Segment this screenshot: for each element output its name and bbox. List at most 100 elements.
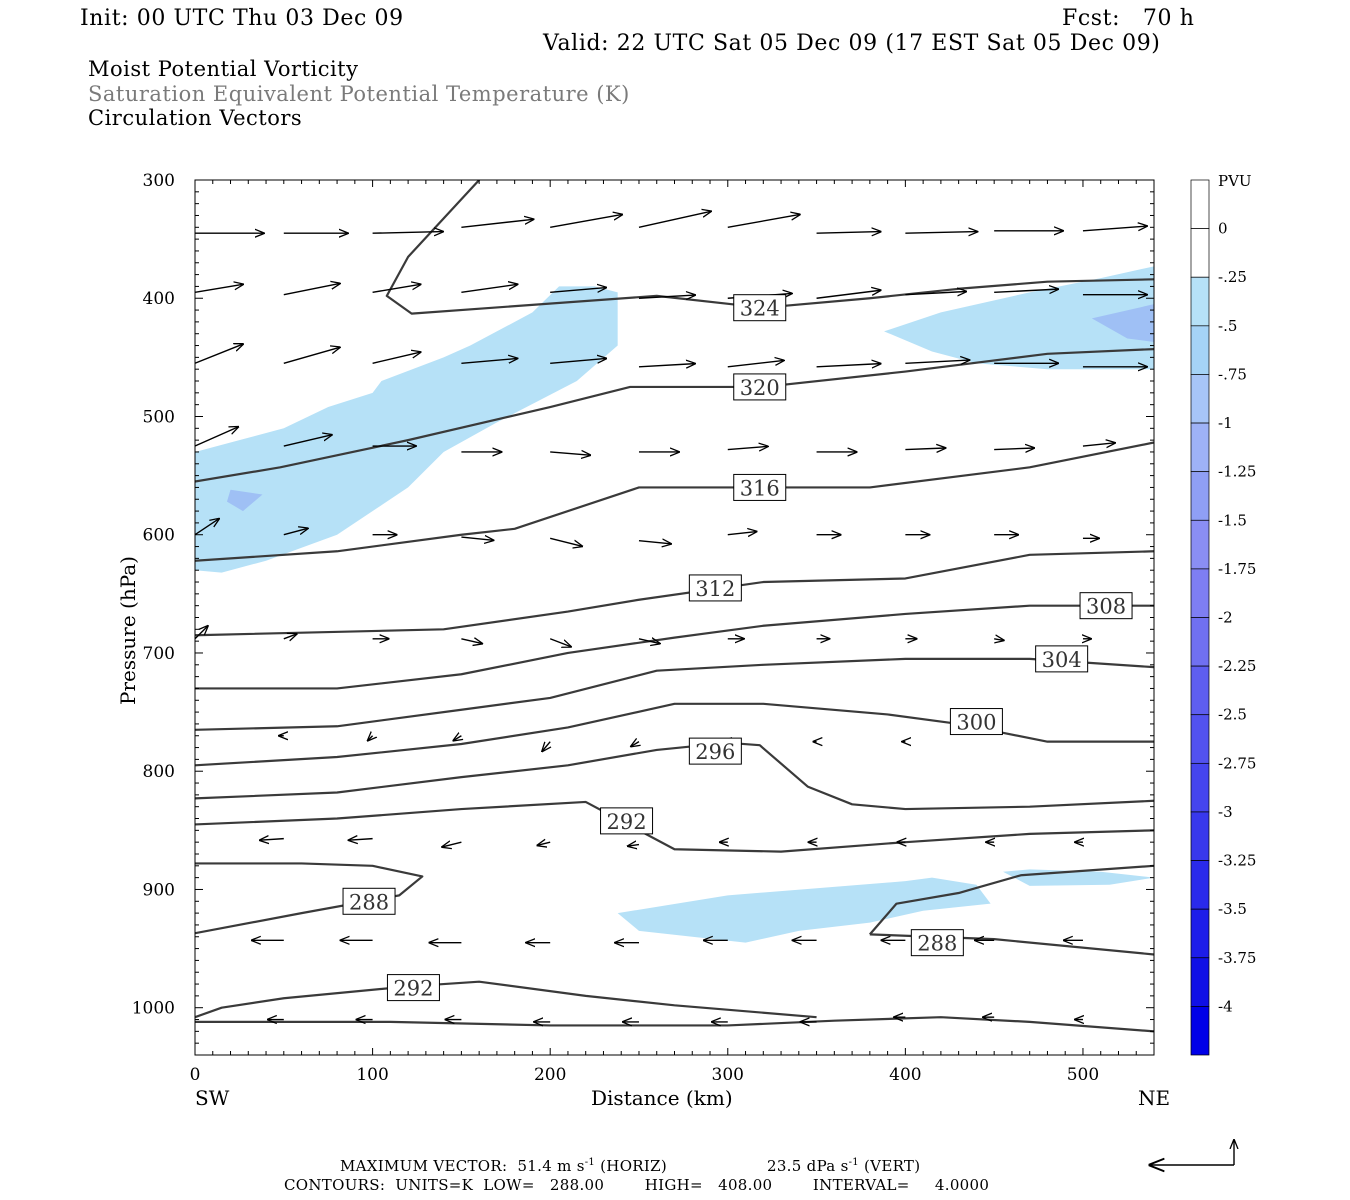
circulation-vector <box>260 839 284 841</box>
circulation-vector <box>994 448 1034 450</box>
y-tick-label: 1000 <box>132 999 175 1019</box>
circulation-vector <box>537 842 551 845</box>
contour-label: 304 <box>1042 648 1082 672</box>
y-tick-label: 600 <box>143 526 175 546</box>
pv-region <box>226 489 263 512</box>
contour-label: 316 <box>740 476 780 500</box>
circulation-vector <box>816 290 881 299</box>
contour-label: 312 <box>695 577 735 601</box>
circulation-vector <box>638 211 711 228</box>
circulation-vector <box>638 364 695 367</box>
circulation-vector <box>638 541 671 544</box>
horiz-label: (HORIZ) <box>600 1157 667 1175</box>
colorbar-swatch <box>1190 519 1210 570</box>
colorbar-swatch <box>1190 811 1210 861</box>
circulation-vector <box>195 626 208 640</box>
circulation-vector <box>368 736 373 741</box>
colorbar-swatch <box>1190 1006 1210 1056</box>
contour-label: 288 <box>917 932 957 956</box>
pv-shading <box>195 266 1154 943</box>
x-tick-label: 500 <box>1067 1065 1099 1085</box>
circulation-vector <box>638 295 695 298</box>
colorbar-swatch <box>1190 860 1210 910</box>
contour-label: 288 <box>349 890 389 914</box>
circulation-vector <box>372 232 443 234</box>
title-vectors: Circulation Vectors <box>88 106 303 130</box>
colorbar-label: -3.5 <box>1218 900 1247 918</box>
colorbar-label: -2.75 <box>1218 754 1256 772</box>
circulation-vector <box>638 639 660 644</box>
circulation-vector <box>816 232 881 234</box>
circulation-vector <box>905 232 977 234</box>
colorbar-label: -3.25 <box>1218 852 1256 870</box>
theta-es-contour <box>195 1016 1154 1033</box>
contour-info: CONTOURS: UNITS=K LOW= 288.00 HIGH= 408.… <box>284 1176 990 1194</box>
colorbar-label: -3 <box>1218 803 1233 821</box>
x-tick-label: 200 <box>534 1065 566 1085</box>
contour-label-box <box>910 929 964 957</box>
circulation-vector <box>549 638 571 647</box>
contour-label-box <box>688 737 742 765</box>
circulation-vector <box>195 519 219 536</box>
theta-es-contour <box>195 741 1154 811</box>
reference-vector-icon <box>1150 1140 1234 1165</box>
contour-label-box <box>1079 592 1133 620</box>
colorbar-swatch <box>1190 957 1210 1007</box>
circulation-vector <box>461 284 517 294</box>
contour-label-box <box>1035 645 1089 673</box>
colorbar-label: 0 <box>1218 220 1228 238</box>
circulation-vector <box>550 358 606 364</box>
colorbar-swatch <box>1190 422 1210 473</box>
colorbar-label: -1.5 <box>1218 511 1247 529</box>
y-axis-title: Pressure (hPa) <box>116 556 140 705</box>
contour-label-box <box>386 974 440 1002</box>
theta-es-contour <box>195 347 1154 483</box>
pv-region <box>884 266 1154 370</box>
theta-es-contour <box>195 604 1154 690</box>
pv-colorbar: 0 -.25 -.5 -.75 -1 -1.25 -1.5 -1.75 -2 -2.25 -2.5 -… <box>1190 179 1256 1056</box>
circulation-vector <box>442 842 462 847</box>
circulation-vector <box>542 741 550 752</box>
colorbar-swatch <box>1190 665 1210 716</box>
x-tick-label: 300 <box>712 1065 744 1085</box>
circulation-vector <box>727 446 768 449</box>
circulation-vector <box>195 427 238 447</box>
maximum-vector-horiz: MAXIMUM VECTOR: 51.4 m s-1 (HORIZ) <box>340 1158 667 1174</box>
circulation-vector <box>283 528 308 536</box>
circulation-vector <box>628 845 640 847</box>
colorbar-label: -.75 <box>1218 365 1247 383</box>
colorbar-label: -2.5 <box>1218 706 1247 724</box>
vert-value-text: 23.5 dPa s <box>767 1157 849 1175</box>
contour-label-box <box>733 473 787 501</box>
circulation-vector <box>283 347 340 364</box>
y-tick-label: 300 <box>143 171 175 191</box>
x-end-label-ne: NE <box>1138 1086 1170 1110</box>
axes: 0 100 200 300 400 500 300 400 500 600 700 800 900 100… <box>132 171 1155 1085</box>
circulation-vector <box>1082 443 1115 446</box>
pv-region <box>617 877 991 943</box>
y-tick-label: 700 <box>143 644 175 664</box>
contour-label-box <box>949 708 1003 736</box>
circulation-vector <box>994 639 1004 641</box>
valid-time: Valid: 22 UTC Sat 05 Dec 09 (17 EST Sat … <box>543 31 1161 56</box>
contour-label-box <box>688 574 742 602</box>
theta-es-contour <box>385 180 1154 315</box>
circulation-vector <box>283 435 332 447</box>
contour-label: 296 <box>695 740 735 764</box>
contour-labels: 324 320 316 312 308 304 300 296 292 288 288 292 <box>342 294 1133 1002</box>
circulation-vector <box>631 742 639 747</box>
colorbar-label: -1.25 <box>1218 463 1256 481</box>
circulation-vector <box>550 452 590 455</box>
x-end-label-sw: SW <box>195 1086 230 1110</box>
colorbar-swatch <box>1190 568 1210 618</box>
colorbar-unit: PVU <box>1218 172 1252 190</box>
circulation-vector <box>453 736 461 741</box>
x-tick-label: 400 <box>889 1065 921 1085</box>
circulation-vector <box>905 448 945 450</box>
contour-label: 292 <box>607 810 647 834</box>
colorbar-swatch <box>1190 471 1210 521</box>
init-time: Init: 00 UTC Thu 03 Dec 09 <box>80 6 404 31</box>
colorbar-swatch <box>1190 325 1210 375</box>
x-tick-label: 0 <box>190 1065 201 1085</box>
